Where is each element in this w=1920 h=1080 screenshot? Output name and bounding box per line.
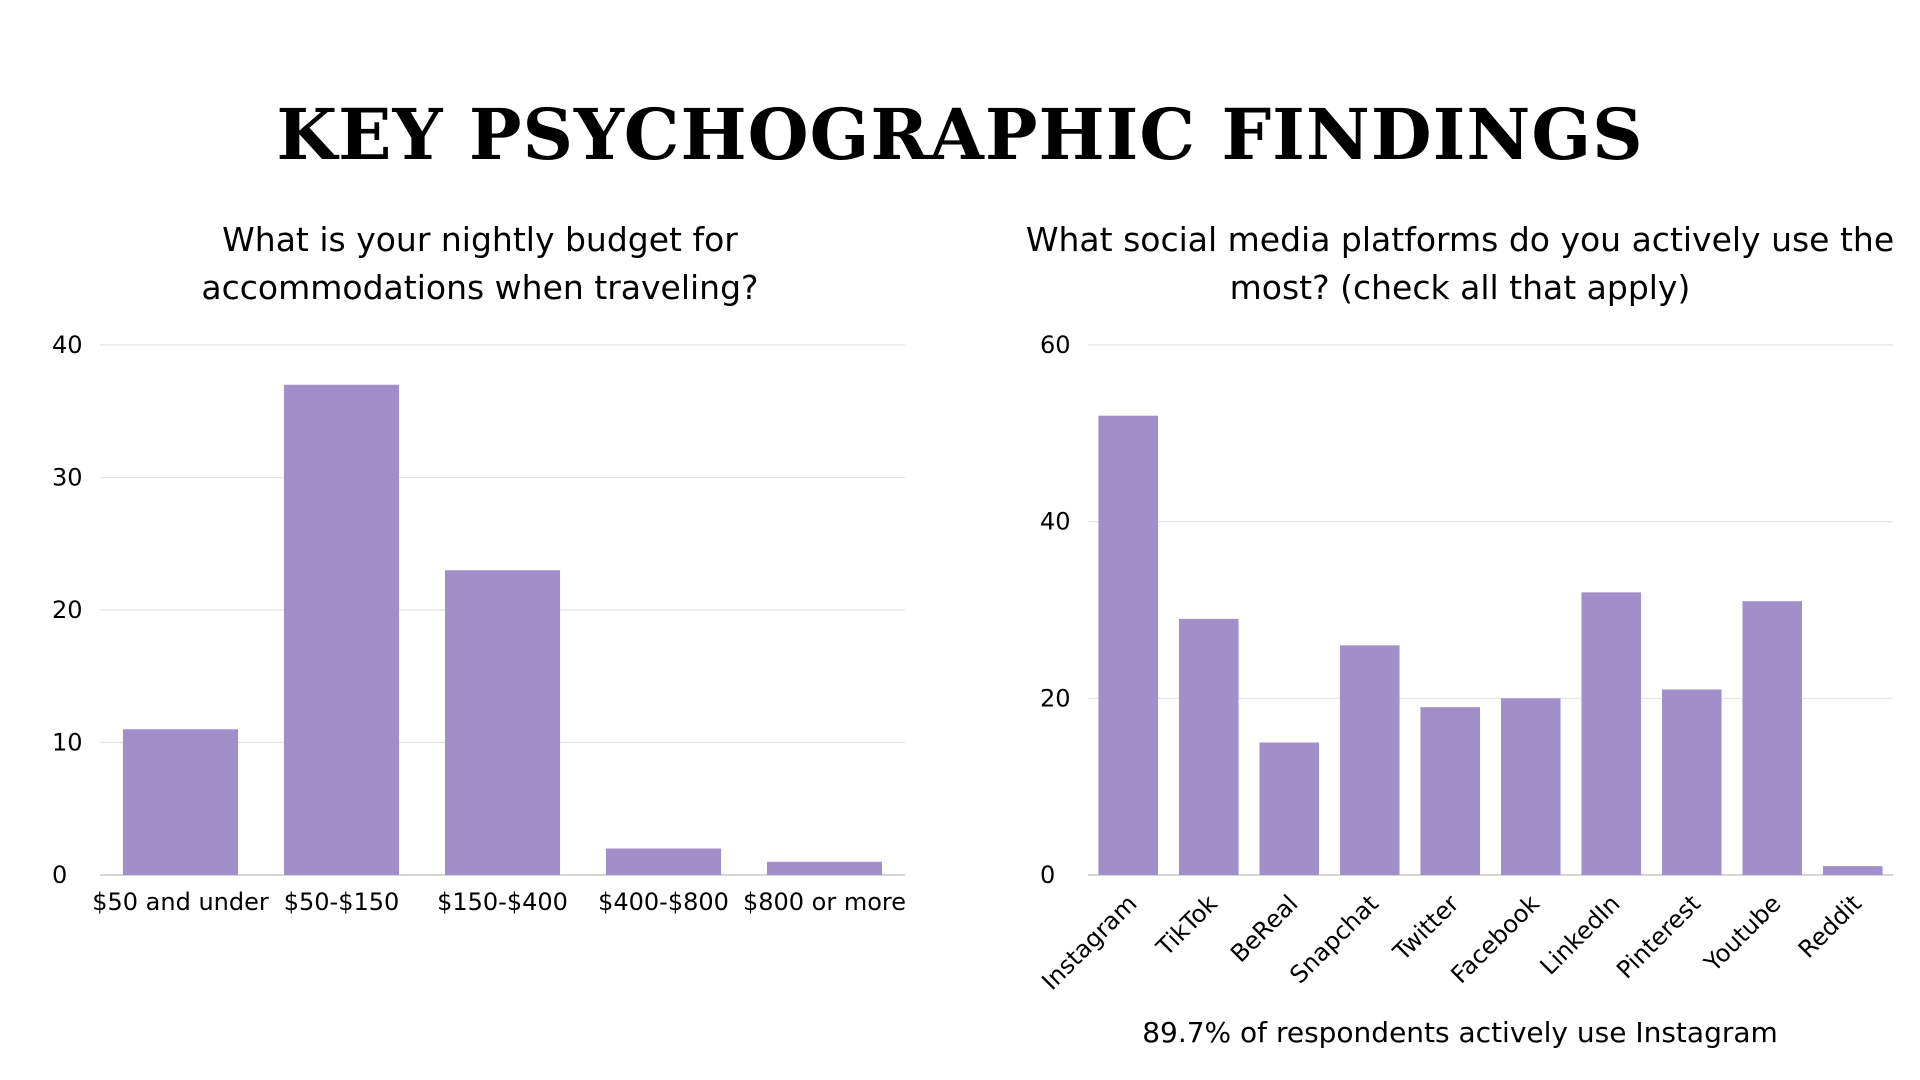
bar: [1742, 601, 1803, 875]
y-tick-label: 40: [1040, 508, 1071, 536]
bar: [444, 570, 561, 875]
y-tick-label: 20: [52, 596, 83, 624]
bar: [766, 861, 883, 875]
x-tick-label: $400-$800: [598, 888, 729, 916]
y-tick-label: 10: [52, 729, 83, 757]
bar: [283, 384, 400, 875]
social-media-chart-title: What social media platforms do you activ…: [1025, 220, 1895, 307]
y-tick-label: 0: [1040, 861, 1055, 889]
page-title: KEY PSYCHOGRAPHIC FINDINGS: [276, 93, 1644, 176]
x-tick-label: Pinterest: [1611, 889, 1706, 984]
x-tick-label: Reddit: [1793, 889, 1867, 963]
y-tick-label: 40: [52, 331, 83, 359]
y-tick-label: 60: [1040, 331, 1071, 359]
bar: [1420, 707, 1481, 875]
bar: [1661, 689, 1722, 875]
x-tick-label: Snapchat: [1284, 889, 1384, 989]
bar: [1581, 592, 1642, 875]
bar: [122, 729, 239, 875]
x-tick-label: Youtube: [1698, 889, 1786, 977]
budget-chart-title: What is your nightly budget for accommod…: [201, 220, 759, 307]
bar: [605, 848, 722, 875]
x-tick-label: BeReal: [1225, 889, 1303, 967]
bar: [1098, 415, 1159, 875]
bar: [1822, 866, 1883, 875]
bar: [1500, 698, 1561, 875]
bar: [1259, 742, 1320, 875]
x-tick-label: Facebook: [1445, 889, 1545, 989]
bar: [1178, 618, 1239, 875]
y-tick-label: 0: [52, 861, 67, 889]
x-tick-label: $50 and under: [92, 888, 269, 916]
bar: [1339, 645, 1400, 875]
x-tick-label: $800 or more: [743, 888, 906, 916]
y-tick-label: 20: [1040, 684, 1071, 712]
x-tick-label: $150-$400: [437, 888, 568, 916]
x-tick-label: $50-$150: [284, 888, 400, 916]
x-tick-label: Instagram: [1036, 889, 1142, 995]
x-tick-label: Twitter: [1387, 889, 1464, 966]
x-tick-label: LinkedIn: [1535, 889, 1626, 980]
y-tick-label: 30: [52, 464, 83, 492]
x-tick-label: TikTok: [1150, 889, 1223, 962]
instagram-usage-note: 89.7% of respondents actively use Instag…: [1142, 1016, 1778, 1049]
budget-bar-chart: 0 10 20 30 40 $50 and under $50-$150 $150-$400 $…: [52, 331, 906, 916]
